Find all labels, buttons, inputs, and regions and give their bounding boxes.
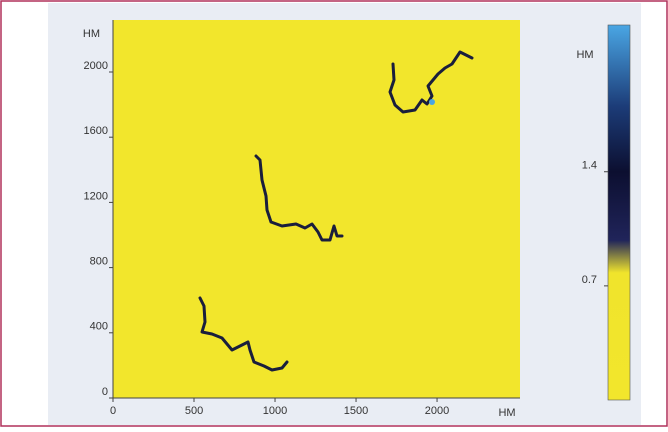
x-tick-label: 1000 [263,405,287,417]
y-tick-label: 800 [90,256,108,268]
image [113,20,520,398]
x-tick-label: 0 [110,405,116,417]
page: HM HM HM 0 500 1000 1500 2000 0 400 800 1200 1600… [0,0,668,432]
y-axis-label: HM [83,28,100,40]
y-tick-label: 400 [90,321,108,333]
y-tick-label: 1200 [84,190,108,202]
colorbar-label: HM [576,49,593,61]
x-tick-label: 1500 [344,405,368,417]
y-tick-label: 0 [102,386,108,398]
blob [429,99,435,105]
x-axis-label: HM [498,407,515,419]
colorbar-tick-label: 1.4 [582,160,597,172]
y-tick-label: 2000 [84,60,108,72]
y-tick-label: 1600 [84,125,108,137]
colorbar [608,25,630,400]
colorbar-tick-label: 0.7 [582,274,597,286]
x-tick-label: 2000 [425,405,449,417]
chart: HM HM HM 0 500 1000 1500 2000 0 400 800 1200 1600… [0,0,668,427]
x-tick-label: 500 [185,405,203,417]
